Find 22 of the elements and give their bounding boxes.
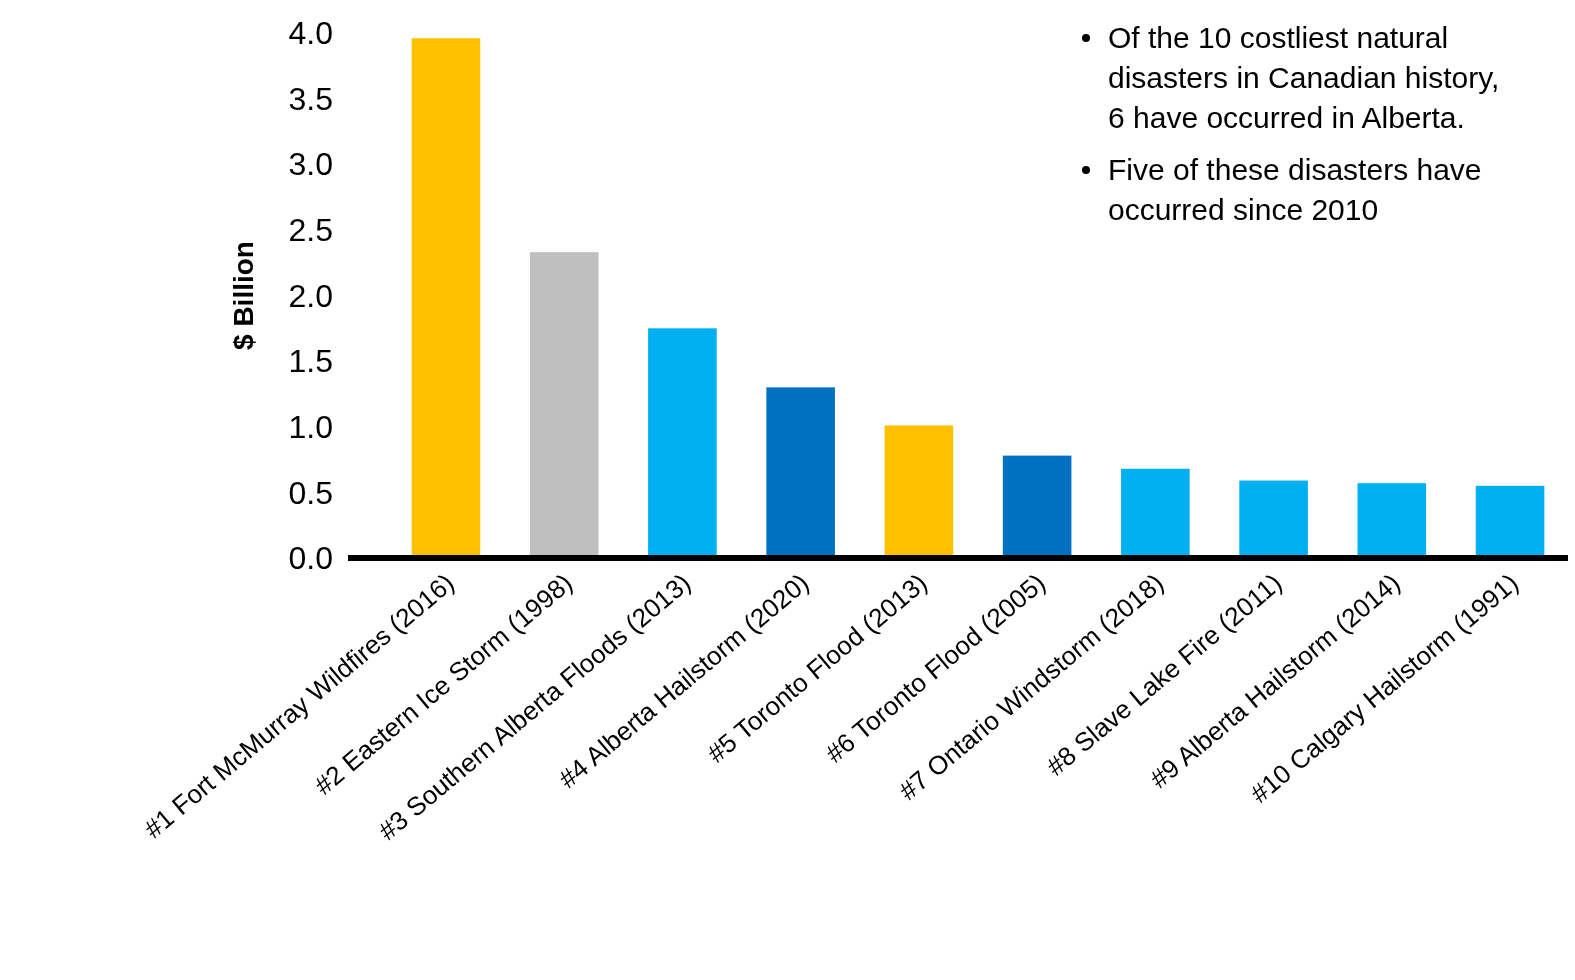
y-tick-label: 2.0 <box>288 277 333 314</box>
annotation: Five of these disasters have occurred since 2010 <box>1108 153 1482 226</box>
bar <box>411 38 481 558</box>
y-tick-label: 3.0 <box>288 146 333 183</box>
y-tick-label: 1.5 <box>288 343 333 380</box>
bar <box>1002 455 1072 558</box>
y-tick-label: 0.5 <box>288 474 333 511</box>
bar <box>529 252 599 558</box>
y-tick-label: 2.5 <box>288 212 333 249</box>
bar <box>884 425 954 558</box>
y-tick-label: 0.0 <box>288 540 333 577</box>
annotation: Of the 10 costliest natural disasters in Canadian history, 6 have occurred in Alberta. <box>1108 21 1500 134</box>
y-axis-title: $ Billion <box>228 241 259 350</box>
bar <box>766 387 835 558</box>
y-tick-label: 3.5 <box>288 80 333 117</box>
y-tick-label: 1.0 <box>288 408 333 445</box>
bar <box>1475 485 1545 558</box>
bar <box>648 328 717 558</box>
y-tick-label: 4.0 <box>288 15 333 52</box>
bar <box>1121 468 1190 558</box>
bar <box>1357 483 1427 558</box>
bar <box>1239 480 1308 558</box>
